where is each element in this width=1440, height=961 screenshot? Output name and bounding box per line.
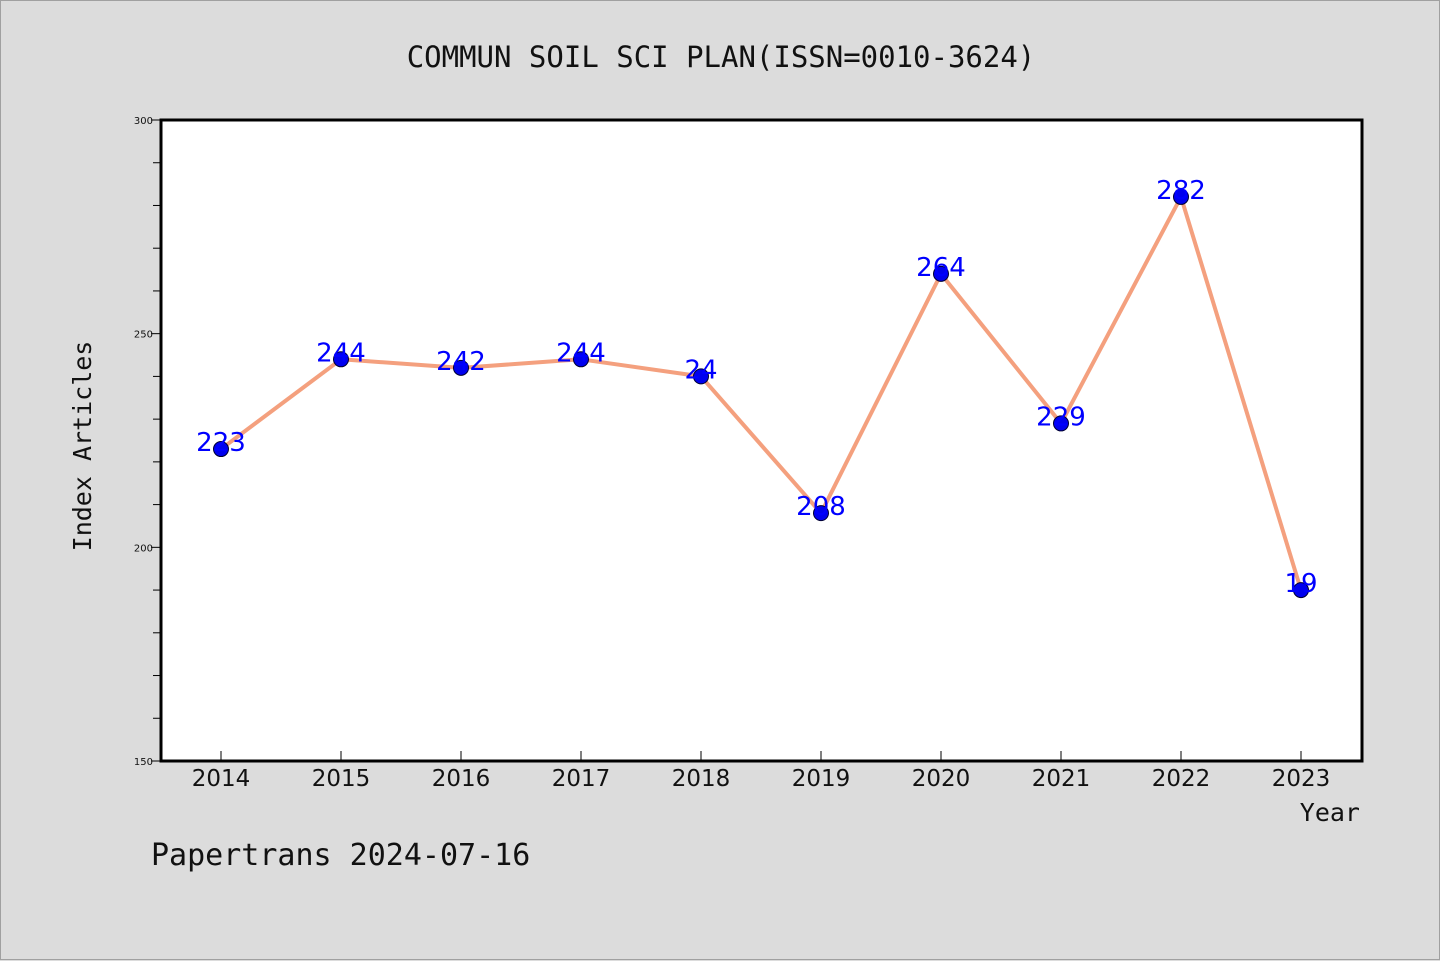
data-point: [933, 265, 949, 282]
data-point: [1053, 415, 1069, 432]
data-point: [1293, 582, 1309, 599]
data-label: 223: [196, 428, 246, 458]
x-tick-label: 2014: [192, 766, 251, 792]
data-label: 244: [316, 338, 366, 368]
data-label: 19: [1284, 569, 1317, 599]
data-label: 229: [1036, 402, 1086, 432]
data-label: 264: [916, 253, 966, 283]
chart-title: COMMUN SOIL SCI PLAN(ISSN=0010-3624): [407, 40, 1036, 74]
y-tick-label: 250: [134, 330, 153, 341]
data-label: 282: [1156, 176, 1206, 206]
data-point: [213, 441, 229, 458]
data-point: [1173, 188, 1189, 205]
data-point: [333, 351, 349, 368]
data-labels: 223 244 242 244 24 208 264 229 282 19: [196, 176, 1317, 599]
y-tick-label: 200: [134, 543, 153, 554]
x-tick-label: 2023: [1272, 766, 1331, 792]
data-point: [573, 351, 589, 368]
x-tick-label: 2015: [312, 766, 371, 792]
x-tick-label: 2017: [552, 766, 611, 792]
x-tick-label: 2018: [672, 766, 731, 792]
y-tick-label: 300: [134, 116, 153, 127]
data-series: [213, 188, 1309, 599]
data-point: [813, 505, 829, 522]
y-axis: 150 200 250 300: [134, 116, 161, 768]
data-point: [693, 368, 709, 385]
x-axis: 2014 2015 2016 2017 2018 2019 2020 2021 2022 2023: [192, 751, 1331, 792]
y-axis-label: Index Articles: [68, 341, 97, 552]
plot-area: [159, 118, 1364, 763]
data-label: 24: [684, 355, 717, 385]
x-tick-label: 2016: [432, 766, 491, 792]
data-label: 208: [796, 492, 846, 522]
x-tick-label: 2021: [1032, 766, 1091, 792]
y-tick-label: 150: [134, 757, 153, 768]
x-tick-label: 2020: [912, 766, 971, 792]
x-axis-label: Year: [1300, 798, 1360, 827]
x-tick-label: 2019: [792, 766, 851, 792]
data-label: 242: [436, 347, 486, 377]
x-tick-label: 2022: [1152, 766, 1211, 792]
data-label: 244: [556, 338, 606, 368]
series-line: [219, 194, 1303, 593]
data-point: [453, 359, 469, 376]
footer-watermark: Papertrans 2024-07-16: [151, 838, 530, 873]
